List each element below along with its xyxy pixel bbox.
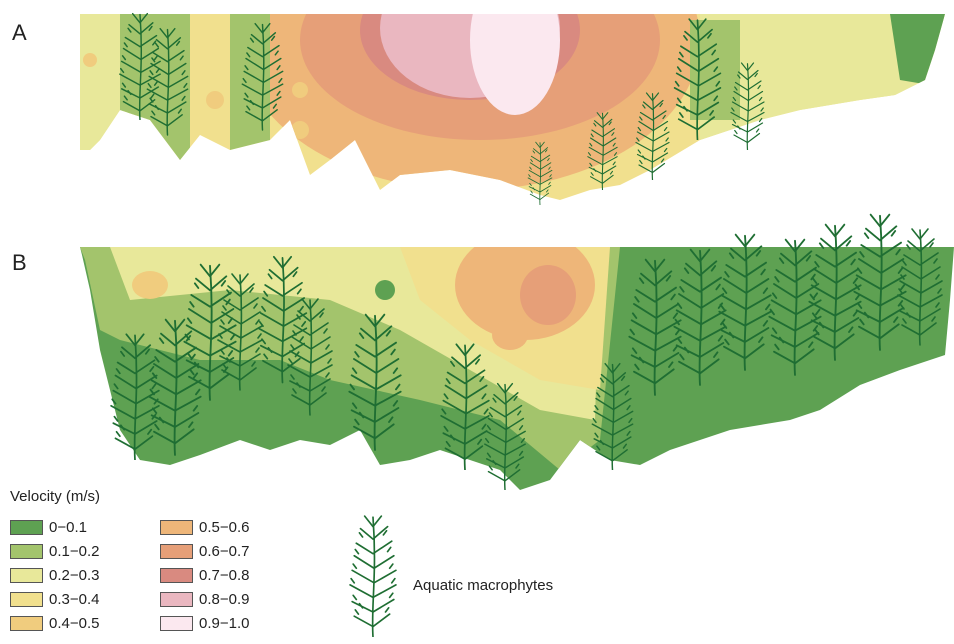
legend-class-0: 0−0.1: [10, 518, 87, 536]
legend-range: 0.5−0.6: [199, 518, 250, 536]
macrophyte-legend-icon: [349, 515, 397, 637]
legend-range: 0.2−0.3: [49, 566, 100, 584]
legend-class-5: 0.5−0.6: [160, 518, 249, 536]
legend-class-2: 0.2−0.3: [10, 566, 99, 584]
legend-swatch: [160, 543, 193, 559]
legend-class-8: 0.8−0.9: [160, 590, 249, 608]
legend-range: 0.1−0.2: [49, 542, 100, 560]
legend-range: 0.4−0.5: [49, 614, 100, 632]
legend-range: 0.9−1.0: [199, 614, 250, 632]
legend-range: 0.8−0.9: [199, 590, 250, 608]
macrophyte-legend-label: Aquatic macrophytes: [413, 577, 554, 594]
legend-class-7: 0.7−0.8: [160, 566, 249, 584]
legend-class-1: 0.1−0.2: [10, 542, 99, 560]
panel-label-b: B: [12, 250, 27, 275]
legend-range: 0−0.1: [49, 518, 87, 536]
legend-range: 0.7−0.8: [199, 566, 250, 584]
legend-swatch: [160, 591, 193, 607]
legend-title: Velocity (m/s): [10, 488, 101, 505]
legend-range: 0.3−0.4: [49, 590, 100, 608]
legend-swatch: [160, 567, 193, 583]
legend-class-4: 0.4−0.5: [10, 614, 99, 632]
panel-a-velocity-field: [80, 14, 945, 200]
legend-swatch: [160, 615, 193, 631]
legend-class-6: 0.6−0.7: [160, 542, 249, 560]
legend-class-9: 0.9−1.0: [160, 614, 249, 632]
legend-swatch: [10, 567, 43, 583]
legend-swatch: [10, 543, 43, 559]
legend-swatch: [10, 615, 43, 631]
legend-swatch: [10, 591, 43, 607]
legend-swatch: [10, 519, 43, 535]
legend-swatch: [160, 519, 193, 535]
legend-class-3: 0.3−0.4: [10, 590, 99, 608]
panel-label-a: A: [12, 20, 27, 45]
legend-range: 0.6−0.7: [199, 542, 250, 560]
